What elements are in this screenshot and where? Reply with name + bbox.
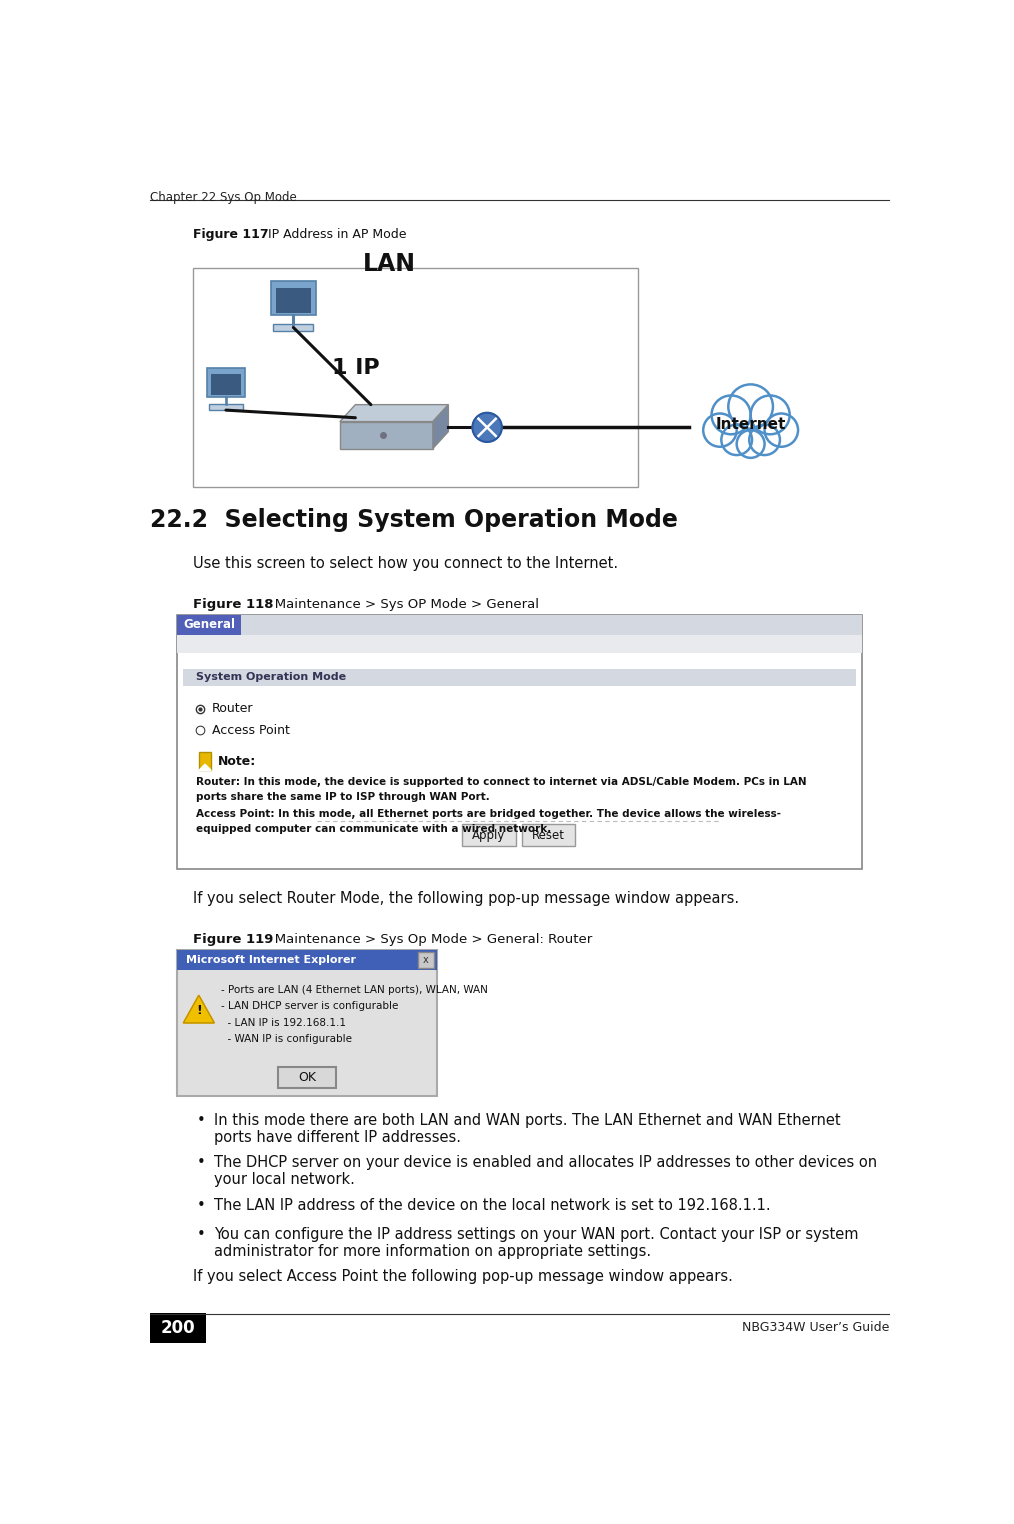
Text: Reset: Reset [532,829,565,841]
FancyBboxPatch shape [184,669,856,686]
Text: Chapter 22 Sys Op Mode: Chapter 22 Sys Op Mode [150,190,297,204]
Text: Figure 119: Figure 119 [193,933,273,946]
Text: 1 IP: 1 IP [333,358,380,378]
Text: ports share the same IP to ISP through WAN Port.: ports share the same IP to ISP through W… [197,792,490,802]
Text: If you select Access Point the following pop-up message window appears.: If you select Access Point the following… [193,1269,732,1285]
Text: You can configure the IP address settings on your WAN port. Contact your ISP or : You can configure the IP address setting… [214,1227,859,1242]
Circle shape [765,413,798,447]
Text: Maintenance > Sys OP Mode > General: Maintenance > Sys OP Mode > General [263,597,539,611]
Circle shape [473,413,502,442]
FancyBboxPatch shape [211,373,241,395]
Circle shape [750,395,790,434]
Text: IP Address in AP Mode: IP Address in AP Mode [260,227,407,241]
FancyBboxPatch shape [271,282,315,315]
Text: administrator for more information on appropriate settings.: administrator for more information on ap… [214,1244,651,1259]
FancyBboxPatch shape [209,404,243,410]
FancyBboxPatch shape [177,636,862,654]
Text: ports have different IP addresses.: ports have different IP addresses. [214,1129,461,1145]
FancyBboxPatch shape [274,323,313,331]
Text: The LAN IP address of the device on the local network is set to 192.168.1.1.: The LAN IP address of the device on the … [214,1198,771,1213]
Polygon shape [433,405,448,448]
FancyBboxPatch shape [177,614,862,869]
Text: OK: OK [298,1071,316,1084]
FancyBboxPatch shape [199,751,211,771]
Text: Router: In this mode, the device is supported to connect to internet via ADSL/Ca: Router: In this mode, the device is supp… [197,777,807,786]
Text: General: General [183,619,235,631]
Text: •: • [197,1198,205,1213]
FancyBboxPatch shape [207,367,245,396]
Text: - Ports are LAN (4 Ethernet LAN ports), WLAN, WAN: - Ports are LAN (4 Ethernet LAN ports), … [220,985,488,995]
Circle shape [721,425,752,456]
Text: NBG334W User’s Guide: NBG334W User’s Guide [742,1321,889,1335]
Circle shape [728,384,773,428]
Text: Microsoft Internet Explorer: Microsoft Internet Explorer [187,956,357,965]
Text: In this mode there are both LAN and WAN ports. The LAN Ethernet and WAN Ethernet: In this mode there are both LAN and WAN … [214,1113,841,1128]
FancyBboxPatch shape [177,949,437,969]
Text: your local network.: your local network. [214,1172,355,1187]
Text: Router: Router [212,703,254,715]
FancyBboxPatch shape [340,422,433,448]
FancyBboxPatch shape [276,288,311,312]
FancyBboxPatch shape [240,614,862,636]
Text: Access Point: Access Point [212,724,290,736]
Text: LAN: LAN [363,251,416,276]
Text: Figure 117: Figure 117 [193,227,269,241]
Text: If you select Router Mode, the following pop-up message window appears.: If you select Router Mode, the following… [193,890,739,905]
FancyBboxPatch shape [177,614,240,636]
Text: - WAN IP is configurable: - WAN IP is configurable [220,1033,352,1044]
Text: •: • [197,1155,205,1170]
Text: - LAN IP is 192.168.1.1: - LAN IP is 192.168.1.1 [220,1018,346,1027]
Polygon shape [199,764,211,771]
Text: - LAN DHCP server is configurable: - LAN DHCP server is configurable [220,1001,397,1012]
Text: Internet: Internet [716,418,786,433]
Text: Figure 118: Figure 118 [193,597,273,611]
Text: •: • [197,1113,205,1128]
Text: •: • [197,1227,205,1242]
Text: !: ! [196,1004,202,1017]
Circle shape [749,425,780,456]
Text: x: x [423,956,429,965]
FancyBboxPatch shape [193,268,638,488]
Text: equipped computer can communicate with a wired network.: equipped computer can communicate with a… [197,824,552,834]
Text: Access Point: In this mode, all Ethernet ports are bridged together. The device : Access Point: In this mode, all Ethernet… [197,809,782,818]
Text: Maintenance > Sys Op Mode > General: Router: Maintenance > Sys Op Mode > General: Rou… [263,933,592,946]
Polygon shape [184,995,214,1023]
FancyBboxPatch shape [522,824,576,846]
Circle shape [737,430,765,457]
FancyBboxPatch shape [150,1314,206,1343]
FancyBboxPatch shape [177,949,437,1096]
Text: The DHCP server on your device is enabled and allocates IP addresses to other de: The DHCP server on your device is enable… [214,1155,877,1170]
Text: Use this screen to select how you connect to the Internet.: Use this screen to select how you connec… [193,556,618,570]
Text: Note:: Note: [217,754,256,768]
Circle shape [712,395,750,434]
Text: 200: 200 [160,1318,196,1337]
FancyBboxPatch shape [278,1067,336,1088]
Circle shape [703,413,737,447]
Text: System Operation Mode: System Operation Mode [197,672,347,683]
FancyBboxPatch shape [418,952,434,968]
FancyBboxPatch shape [462,824,516,846]
Text: Apply: Apply [473,829,506,841]
Text: 22.2  Selecting System Operation Mode: 22.2 Selecting System Operation Mode [150,507,678,532]
Polygon shape [340,405,448,422]
